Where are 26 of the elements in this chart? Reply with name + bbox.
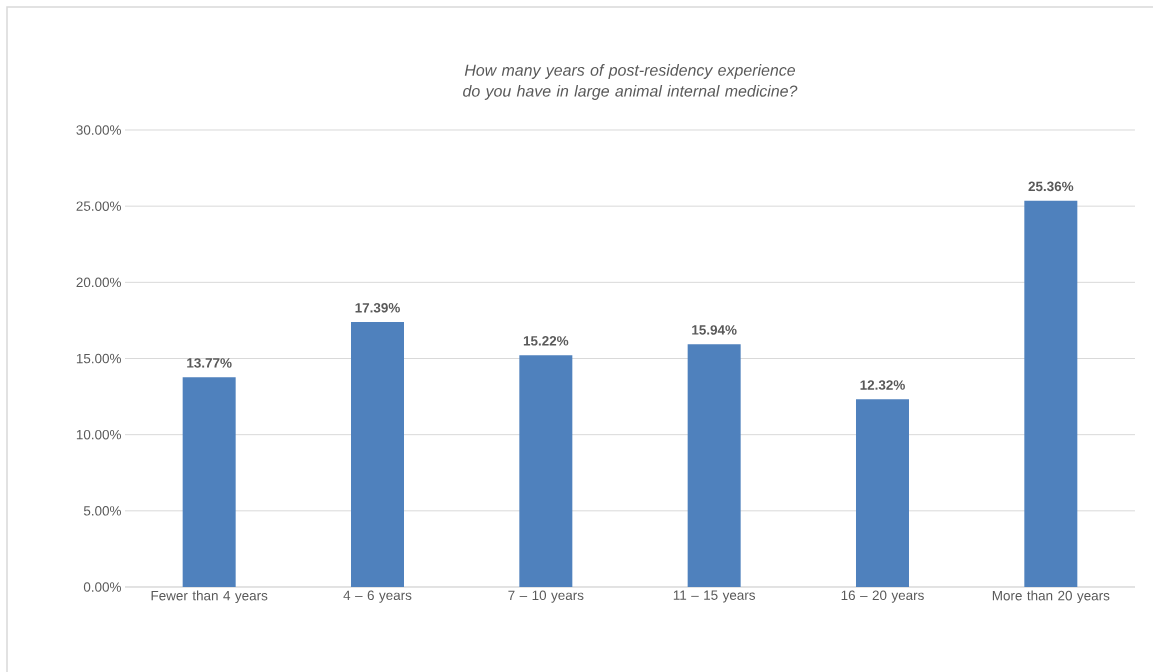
x-tick-label: 11 – 15 years [673,590,756,603]
bar [1024,200,1078,587]
y-tick-label: 30.00% [76,125,121,135]
chart-title: How many years of post-residency experience do you have in large animal internal medicine? [463,64,798,100]
bar [687,344,741,587]
x-tick-label: 4 – 6 years [343,590,412,603]
data-label: 15.22% [523,336,569,346]
data-label: 13.77% [187,358,232,368]
y-tick-label: 25.00% [76,201,121,211]
x-tick-label: 7 – 10 years [508,590,584,603]
bar [351,322,404,587]
data-label: 15.94% [692,325,737,335]
x-tick-label: Fewer than 4 years [151,590,268,604]
y-tick-label: 20.00% [76,277,121,288]
data-label: 12.32% [860,380,905,390]
data-label: 25.36% [1028,181,1074,192]
data-label: 17.39% [355,303,400,313]
x-tick-label: 16 – 20 years [841,590,924,603]
x-tick-label: More than 20 years [992,590,1110,604]
y-tick-label: 10.00% [76,429,121,440]
bar [519,355,573,587]
y-tick-label: 5.00% [83,506,121,516]
bar [855,399,909,587]
y-tick-label: 15.00% [76,353,121,364]
bar [182,377,236,587]
y-tick-label: 0.00% [83,582,121,592]
